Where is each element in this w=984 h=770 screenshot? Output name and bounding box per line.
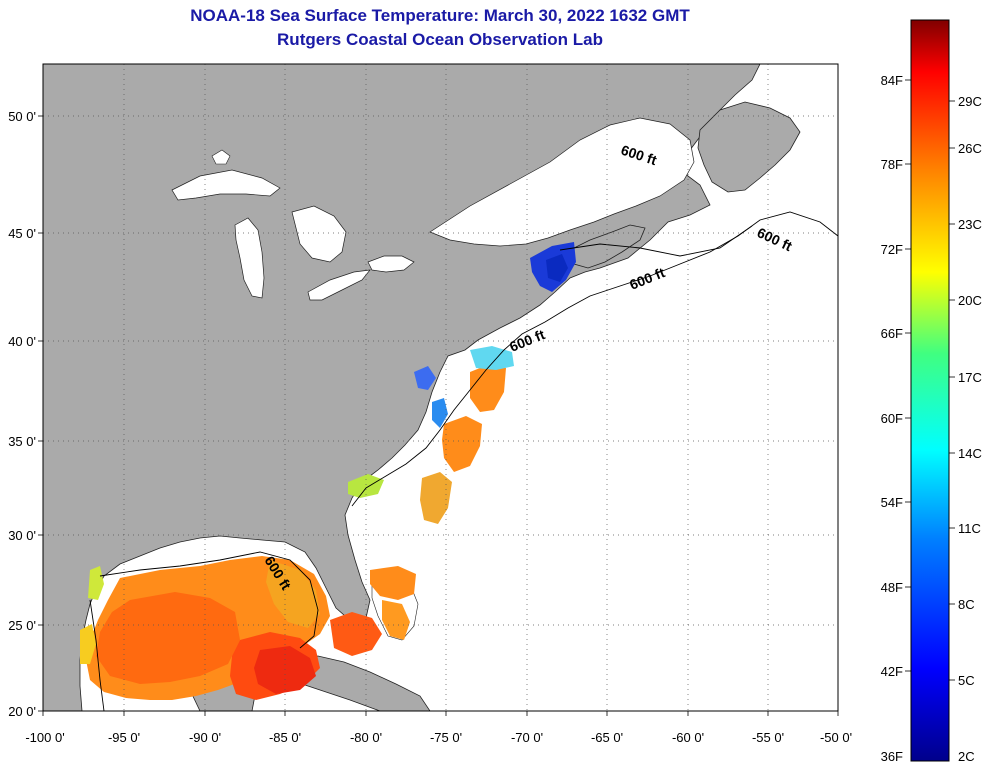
lon-label: -60 0' <box>672 730 704 745</box>
lake-huron <box>291 205 347 263</box>
c-label: 20C <box>958 293 982 308</box>
lake-nipigon <box>211 149 231 165</box>
lon-label: -70 0' <box>511 730 543 745</box>
colorbar-ticks <box>905 79 955 681</box>
f-label: 60F <box>881 411 903 426</box>
map-title: NOAA-18 Sea Surface Temperature: March 3… <box>190 6 690 25</box>
lon-label: -90 0' <box>189 730 221 745</box>
lat-label: 25 0' <box>8 618 36 633</box>
lake-superior <box>171 169 281 201</box>
c-label: 23C <box>958 217 982 232</box>
f-label: 42F <box>881 664 903 679</box>
lon-label: -95 0' <box>108 730 140 745</box>
gulf-of-st-lawrence <box>429 117 695 247</box>
lat-label: 40 0' <box>8 334 36 349</box>
lon-label: -100 0' <box>25 730 64 745</box>
lon-label: -80 0' <box>350 730 382 745</box>
f-label: 66F <box>881 326 903 341</box>
lon-label: -75 0' <box>430 730 462 745</box>
colorbar-fahrenheit-labels: 84F 78F 72F 66F 60F 54F 48F 42F 36F <box>881 73 903 764</box>
longitude-labels: -100 0' -95 0' -90 0' -85 0' -80 0' -75 … <box>25 730 852 745</box>
colorbar <box>910 19 950 762</box>
c-label: 29C <box>958 94 982 109</box>
lat-label: 45 0' <box>8 226 36 241</box>
f-label: 48F <box>881 580 903 595</box>
c-label: 2C <box>958 749 975 764</box>
c-label: 8C <box>958 597 975 612</box>
lake-erie <box>307 269 371 301</box>
f-label: 54F <box>881 495 903 510</box>
c-label: 5C <box>958 673 975 688</box>
c-label: 14C <box>958 446 982 461</box>
map-frame <box>42 63 839 712</box>
f-label: 72F <box>881 242 903 257</box>
isobath-600ft <box>89 211 838 711</box>
lat-label: 35 0' <box>8 434 36 449</box>
lon-label: -65 0' <box>591 730 623 745</box>
lake-michigan <box>234 217 265 299</box>
c-label: 11C <box>958 521 981 536</box>
c-label: 17C <box>958 370 982 385</box>
latitude-labels: 20 0' 25 0' 30 0' 35 0' 40 0' 45 0' 50 0… <box>8 109 36 719</box>
lat-label: 50 0' <box>8 109 36 124</box>
f-label: 78F <box>881 157 903 172</box>
sst-data-layer <box>80 242 576 700</box>
lat-label: 30 0' <box>8 528 36 543</box>
axis-ticks <box>38 115 839 716</box>
c-label: 26C <box>958 141 982 156</box>
f-label: 36F <box>881 749 903 764</box>
map-subtitle: Rutgers Coastal Ocean Observation Lab <box>277 30 603 49</box>
lat-label: 20 0' <box>8 704 36 719</box>
colorbar-celsius-labels: 29C 26C 23C 20C 17C 14C 11C 8C 5C 2C <box>958 94 982 764</box>
lon-label: -85 0' <box>269 730 301 745</box>
land-nova-scotia <box>569 224 646 269</box>
lake-ontario <box>367 255 415 273</box>
lon-label: -55 0' <box>752 730 784 745</box>
f-label: 84F <box>881 73 903 88</box>
land-newfoundland <box>697 101 801 193</box>
lon-label: -50 0' <box>820 730 852 745</box>
